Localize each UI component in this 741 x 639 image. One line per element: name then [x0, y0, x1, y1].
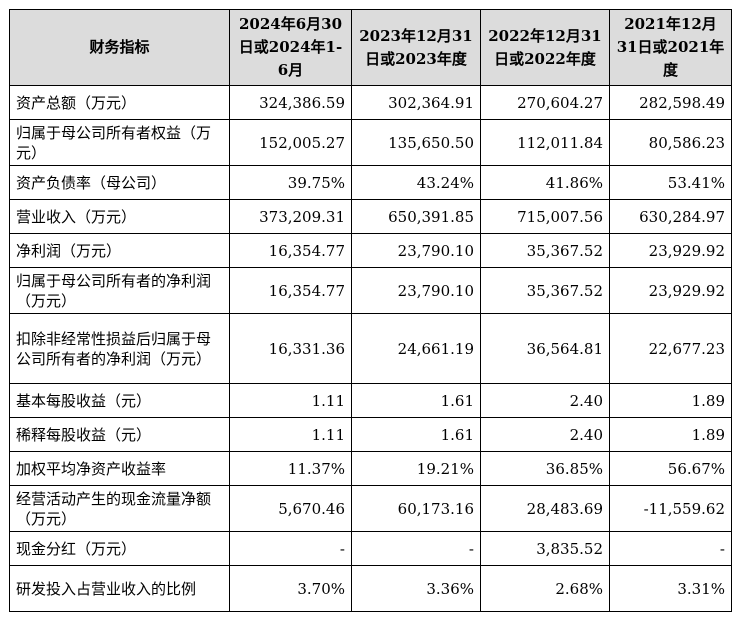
- cell-2022: 35,367.52: [480, 233, 610, 268]
- financial-table-container: 财务指标 2024年6月30日或2024年1-6月 2023年12月31日或20…: [9, 9, 732, 612]
- cell-2021: 3.31%: [609, 565, 732, 612]
- cell-2021: 23,929.92: [609, 267, 732, 314]
- cell-2024: 11.37%: [229, 451, 352, 486]
- row-label: 扣除非经常性损益后归属于母公司所有者的净利润（万元）: [9, 313, 230, 384]
- table-row: 资产总额（万元） 324,386.59 302,364.91 270,604.2…: [9, 85, 732, 120]
- table-row: 归属于母公司所有者权益（万元） 152,005.27 135,650.50 11…: [9, 119, 732, 166]
- table-row: 经营活动产生的现金流量净额（万元） 5,670.46 60,173.16 28,…: [9, 485, 732, 532]
- cell-2021: 630,284.97: [609, 199, 732, 234]
- header-period-2022: 2022年12月31日或2022年度: [480, 9, 610, 86]
- cell-2023: 19.21%: [351, 451, 481, 486]
- cell-2023: 650,391.85: [351, 199, 481, 234]
- cell-2021: 282,598.49: [609, 85, 732, 120]
- cell-2021: 56.67%: [609, 451, 732, 486]
- cell-2022: 41.86%: [480, 165, 610, 200]
- cell-2024: 16,354.77: [229, 267, 352, 314]
- cell-2022: 270,604.27: [480, 85, 610, 120]
- cell-2023: 302,364.91: [351, 85, 481, 120]
- row-label: 现金分红（万元）: [9, 531, 230, 566]
- table-row: 加权平均净资产收益率 11.37% 19.21% 36.85% 56.67%: [9, 451, 732, 486]
- cell-2022: 36,564.81: [480, 313, 610, 384]
- cell-2021: 22,677.23: [609, 313, 732, 384]
- cell-2022: 3,835.52: [480, 531, 610, 566]
- row-label: 归属于母公司所有者权益（万元）: [9, 119, 230, 166]
- cell-2022: 35,367.52: [480, 267, 610, 314]
- cell-2023: 1.61: [351, 383, 481, 418]
- cell-2021: 53.41%: [609, 165, 732, 200]
- cell-2024: 16,354.77: [229, 233, 352, 268]
- row-label: 经营活动产生的现金流量净额（万元）: [9, 485, 230, 532]
- row-label: 归属于母公司所有者的净利润（万元）: [9, 267, 230, 314]
- financial-indicators-table: 财务指标 2024年6月30日或2024年1-6月 2023年12月31日或20…: [9, 9, 732, 612]
- cell-2021: 1.89: [609, 383, 732, 418]
- cell-2021: -11,559.62: [609, 485, 732, 532]
- cell-2022: 715,007.56: [480, 199, 610, 234]
- cell-2021: 80,586.23: [609, 119, 732, 166]
- row-label: 营业收入（万元）: [9, 199, 230, 234]
- cell-2022: 28,483.69: [480, 485, 610, 532]
- table-row: 净利润（万元） 16,354.77 23,790.10 35,367.52 23…: [9, 233, 732, 268]
- cell-2024: 1.11: [229, 383, 352, 418]
- cell-2022: 2.40: [480, 417, 610, 452]
- row-label: 资产总额（万元）: [9, 85, 230, 120]
- table-row: 稀释每股收益（元） 1.11 1.61 2.40 1.89: [9, 417, 732, 452]
- cell-2021: -: [609, 531, 732, 566]
- cell-2022: 2.68%: [480, 565, 610, 612]
- cell-2023: 24,661.19: [351, 313, 481, 384]
- table-row: 研发投入占营业收入的比例 3.70% 3.36% 2.68% 3.31%: [9, 565, 732, 612]
- cell-2022: 36.85%: [480, 451, 610, 486]
- header-period-2024: 2024年6月30日或2024年1-6月: [229, 9, 352, 86]
- header-row: 财务指标 2024年6月30日或2024年1-6月 2023年12月31日或20…: [9, 9, 732, 86]
- row-label: 资产负债率（母公司）: [9, 165, 230, 200]
- cell-2024: 3.70%: [229, 565, 352, 612]
- cell-2023: 43.24%: [351, 165, 481, 200]
- header-period-2023: 2023年12月31日或2023年度: [351, 9, 481, 86]
- cell-2023: 3.36%: [351, 565, 481, 612]
- table-row: 资产负债率（母公司） 39.75% 43.24% 41.86% 53.41%: [9, 165, 732, 200]
- table-row: 营业收入（万元） 373,209.31 650,391.85 715,007.5…: [9, 199, 732, 234]
- cell-2024: 39.75%: [229, 165, 352, 200]
- row-label: 稀释每股收益（元）: [9, 417, 230, 452]
- header-metric: 财务指标: [9, 9, 230, 86]
- cell-2023: 1.61: [351, 417, 481, 452]
- table-row: 基本每股收益（元） 1.11 1.61 2.40 1.89: [9, 383, 732, 418]
- header-period-2021: 2021年12月31日或2021年度: [609, 9, 732, 86]
- cell-2024: 16,331.36: [229, 313, 352, 384]
- cell-2024: 1.11: [229, 417, 352, 452]
- row-label: 研发投入占营业收入的比例: [9, 565, 230, 612]
- table-row: 归属于母公司所有者的净利润（万元） 16,354.77 23,790.10 35…: [9, 267, 732, 314]
- cell-2024: 152,005.27: [229, 119, 352, 166]
- cell-2023: -: [351, 531, 481, 566]
- cell-2023: 60,173.16: [351, 485, 481, 532]
- cell-2024: 373,209.31: [229, 199, 352, 234]
- cell-2022: 2.40: [480, 383, 610, 418]
- cell-2021: 23,929.92: [609, 233, 732, 268]
- cell-2023: 23,790.10: [351, 233, 481, 268]
- row-label: 净利润（万元）: [9, 233, 230, 268]
- cell-2024: 5,670.46: [229, 485, 352, 532]
- table-row: 扣除非经常性损益后归属于母公司所有者的净利润（万元） 16,331.36 24,…: [9, 313, 732, 384]
- table-row: 现金分红（万元） - - 3,835.52 -: [9, 531, 732, 566]
- row-label: 基本每股收益（元）: [9, 383, 230, 418]
- cell-2023: 135,650.50: [351, 119, 481, 166]
- cell-2021: 1.89: [609, 417, 732, 452]
- cell-2022: 112,011.84: [480, 119, 610, 166]
- cell-2024: 324,386.59: [229, 85, 352, 120]
- cell-2023: 23,790.10: [351, 267, 481, 314]
- row-label: 加权平均净资产收益率: [9, 451, 230, 486]
- cell-2024: -: [229, 531, 352, 566]
